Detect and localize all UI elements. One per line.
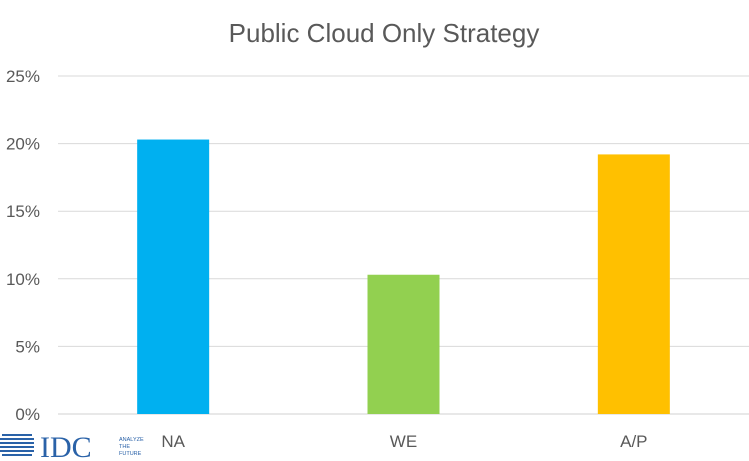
y-tick-label: 20%	[6, 135, 40, 154]
logo-tagline-3: FUTURE	[119, 451, 142, 457]
logo-tagline-2: THE	[119, 444, 130, 450]
y-tick-label: 0%	[15, 405, 40, 424]
x-category-label: NA	[161, 432, 185, 451]
chart-title: Public Cloud Only Strategy	[229, 18, 540, 48]
logo-name: IDC	[40, 431, 92, 461]
globe-icon	[0, 434, 34, 456]
bars	[137, 139, 670, 414]
y-axis-ticks: 0% 5% 10% 15% 20% 25%	[6, 67, 40, 424]
x-category-label: WE	[390, 432, 417, 451]
y-tick-label: 25%	[6, 67, 40, 86]
y-tick-label: 15%	[6, 202, 40, 221]
y-tick-label: 5%	[15, 337, 40, 356]
bar-na	[137, 139, 210, 414]
bar-a-p	[597, 154, 670, 414]
idc-logo: IDC ANALYZE THE FUTURE	[0, 431, 144, 461]
x-axis-labels: NA WE A/P	[161, 432, 647, 451]
x-category-label: A/P	[620, 432, 647, 451]
y-tick-label: 10%	[6, 270, 40, 289]
bar-we	[367, 274, 440, 414]
logo-tagline-1: ANALYZE	[119, 437, 144, 443]
